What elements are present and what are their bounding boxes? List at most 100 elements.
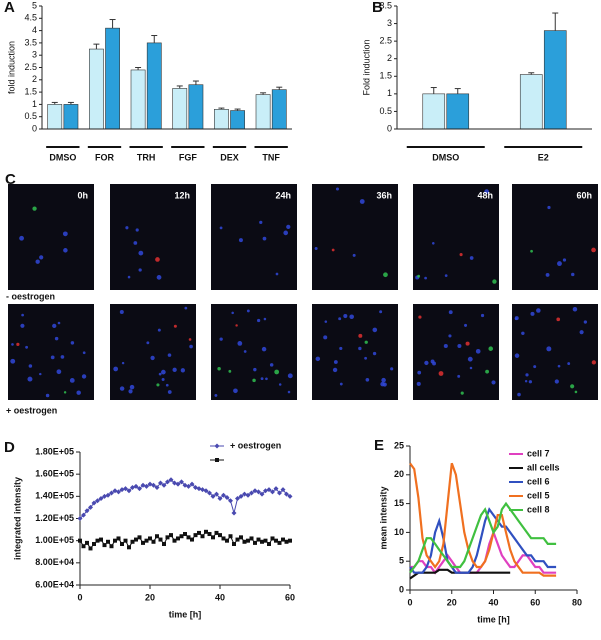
bar (188, 84, 204, 130)
cell-dot (339, 346, 343, 351)
cell-dot (338, 317, 342, 321)
data-point (92, 541, 96, 546)
data-point (123, 486, 128, 492)
legend-marker (214, 443, 220, 449)
cell-dot (469, 256, 474, 260)
cell-dot (444, 274, 448, 277)
data-point (281, 537, 285, 542)
micrograph (413, 184, 499, 290)
y-tick-label: 1 (32, 99, 37, 109)
cell-dot (278, 383, 282, 386)
cell-dot (467, 356, 473, 362)
cell-dot (287, 373, 293, 379)
cell-dot (246, 309, 250, 313)
data-point (277, 540, 282, 545)
cell-dot (324, 320, 328, 323)
micrograph (211, 184, 297, 290)
cell-dot (579, 330, 584, 335)
cell-dot (432, 242, 435, 245)
data-point (165, 479, 170, 485)
cell-dot (480, 313, 485, 318)
data-point (158, 537, 163, 542)
cell-dot (448, 310, 453, 315)
cell-dot (60, 355, 65, 359)
cell-dot (417, 370, 422, 375)
cell-dot (457, 344, 462, 349)
bar (130, 69, 146, 130)
cell-dot (261, 346, 267, 352)
data-point (144, 483, 149, 489)
data-point (133, 483, 139, 489)
data-point (105, 492, 111, 498)
x-tick-label: FGF (179, 152, 197, 162)
cell-dot (62, 231, 68, 237)
x-tick-label: 60 (285, 592, 295, 602)
cell-dot (323, 335, 328, 340)
cell-dot (484, 189, 490, 194)
cell-dot (465, 341, 470, 346)
data-point (186, 483, 191, 489)
y-tick-label: 20 (394, 469, 404, 479)
y-tick-label: 5 (32, 0, 37, 10)
micrograph (413, 304, 499, 400)
series-line (409, 462, 557, 577)
bar (214, 109, 229, 130)
y-tick-label: 0.5 (379, 106, 392, 116)
cell-dot (238, 238, 243, 243)
cell-dot (180, 368, 186, 373)
cell-dot (331, 248, 335, 252)
data-point (176, 536, 180, 541)
x-tick-label: E2 (538, 152, 549, 162)
cell-dot (219, 226, 223, 230)
data-point (88, 546, 93, 551)
cell-dot (460, 391, 464, 395)
data-point (284, 539, 289, 544)
y-tick-label: 3 (387, 18, 392, 28)
cell-dot (443, 344, 448, 349)
cell-dot (546, 346, 552, 352)
data-point (141, 540, 145, 545)
cell-dot (128, 389, 133, 394)
micrograph (8, 304, 94, 400)
cell-dot (381, 377, 386, 383)
bar (89, 48, 104, 130)
bar (271, 89, 287, 130)
y-tick-label: 1.5 (24, 86, 37, 96)
cell-dot (27, 376, 33, 382)
cell-dot (533, 365, 537, 369)
cell-dot (517, 392, 521, 397)
y-axis-label: Fold induction (361, 39, 371, 95)
legend-label: cell 8 (527, 504, 550, 514)
cell-dot (530, 311, 535, 316)
y-tick-label: 10 (394, 527, 404, 537)
data-point (288, 538, 292, 543)
cell-dot (343, 314, 348, 319)
cell-dot (127, 275, 131, 279)
cell-dot (167, 390, 172, 394)
cell-dot (45, 393, 50, 398)
y-tick-label: 1 (387, 88, 392, 98)
data-point (144, 538, 149, 543)
cell-dot (365, 378, 370, 382)
data-point (214, 491, 219, 497)
data-point (228, 498, 233, 504)
cell-dot (82, 351, 86, 355)
cell-dot (416, 381, 421, 386)
cell-dot (129, 384, 135, 390)
y-tick-label: 0 (32, 123, 37, 133)
data-point (287, 493, 293, 499)
y-tick-label: 4 (32, 25, 37, 35)
data-point (274, 538, 278, 543)
cell-dot (32, 206, 37, 211)
cell-dot (269, 363, 274, 367)
cell-dot (172, 367, 177, 372)
cell-dot (217, 367, 221, 371)
data-point (239, 535, 243, 540)
bar (47, 104, 63, 130)
cell-dot (591, 247, 596, 253)
x-tick-label: FOR (95, 152, 114, 162)
cell-dot (485, 369, 489, 374)
cell-dot (417, 274, 421, 278)
data-point (123, 538, 128, 543)
